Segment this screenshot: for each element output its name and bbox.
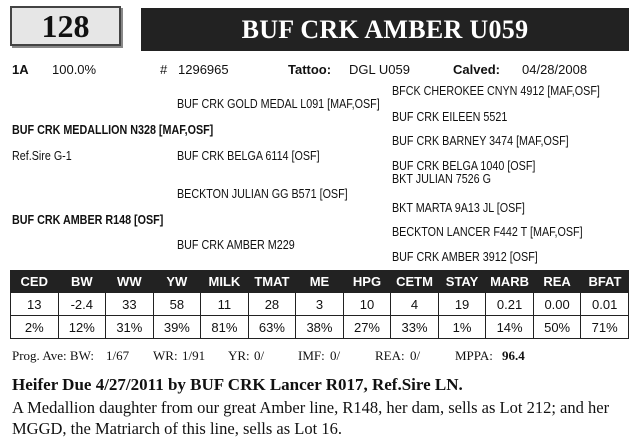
lot-number: 128	[41, 7, 90, 44]
epd-values-row: 13 -2.4 33 58 11 28 3 10 4 19 0.21 0.00 …	[10, 292, 629, 316]
prog-yr-label: YR:	[228, 348, 250, 363]
epd-percentile: 2%	[10, 315, 59, 339]
breed-code: 1A	[12, 62, 29, 77]
prog-imf: 0/	[330, 348, 341, 363]
pedigree-dam: BUF CRK AMBER R148 [OSF]	[12, 213, 164, 227]
tattoo-label: Tattoo:	[288, 62, 332, 77]
epd-value: 0.00	[532, 292, 582, 316]
epd-header: BW	[57, 270, 106, 293]
epd-percentile: 81%	[200, 315, 249, 339]
epd-value: 28	[247, 292, 297, 316]
epd-header: STAY	[437, 270, 486, 293]
epd-value: 10	[342, 292, 392, 316]
prog-bw-label: Prog. Ave: BW:	[12, 348, 94, 363]
epd-percentile: 50%	[532, 315, 582, 339]
percent: 100.0%	[52, 62, 97, 77]
epd-table: CED BW WW YW MILK TMAT ME HPG CETM STAY …	[10, 270, 629, 339]
epd-value: 33	[105, 292, 154, 316]
prog-imf-label: IMF:	[298, 348, 325, 363]
epd-value: 4	[390, 292, 439, 316]
pedigree-sire-sire: BUF CRK GOLD MEDAL L091 [MAF,OSF]	[177, 97, 380, 111]
pedigree-sire-dam: BUF CRK BELGA 6114 [OSF]	[177, 149, 320, 163]
epd-header: MARB	[485, 270, 534, 293]
prog-rea-label: REA:	[375, 348, 405, 363]
pedigree-dam-sire: BECKTON JULIAN GG B571 [OSF]	[177, 187, 348, 201]
animal-name-bar: BUF CRK AMBER U059	[141, 8, 629, 51]
epd-percentile: 27%	[342, 315, 392, 339]
prog-rea: 0/	[410, 348, 421, 363]
lot-description: A Medallion daughter from our great Ambe…	[12, 398, 610, 438]
epd-header: TMAT	[247, 270, 296, 293]
epd-value: 13	[10, 292, 59, 316]
epd-percentile: 12%	[57, 315, 107, 339]
pedigree-dss: BKT JULIAN 7526 G	[392, 172, 491, 186]
epd-header: HPG	[342, 270, 391, 293]
epd-header: CED	[10, 270, 59, 293]
epd-header: YW	[152, 270, 201, 293]
epd-header: MILK	[200, 270, 249, 293]
epd-value: 3	[295, 292, 344, 316]
due-line: Heifer Due 4/27/2011 by BUF CRK Lancer R…	[12, 375, 463, 394]
epd-percentile: 14%	[485, 315, 534, 339]
prog-wr-label: WR:	[153, 348, 178, 363]
epd-header: WW	[105, 270, 154, 293]
calved-date: 04/28/2008	[522, 62, 588, 77]
pedigree-sss: BFCK CHEROKEE CNYN 4912 [MAF,OSF]	[392, 84, 600, 98]
prog-mppa-label: MPPA:	[455, 348, 493, 363]
pedigree-dsd: BKT MARTA 9A13 JL [OSF]	[392, 201, 525, 215]
epd-percentile: 38%	[295, 315, 344, 339]
tattoo: DGL U059	[349, 62, 410, 77]
prog-mppa: 96.4	[502, 348, 525, 363]
epd-percentile: 71%	[580, 315, 629, 339]
epd-header: CETM	[390, 270, 439, 293]
pedigree-dds: BECKTON LANCER F442 T [MAF,OSF]	[392, 225, 583, 239]
epd-percentile: 39%	[152, 315, 202, 339]
pedigree-sds: BUF CRK BARNEY 3474 [MAF,OSF]	[392, 134, 569, 148]
epd-value: 58	[152, 292, 202, 316]
pedigree-sire: BUF CRK MEDALLION N328 [MAF,OSF]	[12, 123, 214, 137]
ref-sire: Ref.Sire G-1	[12, 149, 72, 163]
pedigree-sdd: BUF CRK BELGA 1040 [OSF]	[392, 159, 536, 173]
epd-header: ME	[295, 270, 344, 293]
pedigree-ssd: BUF CRK EILEEN 5521	[392, 110, 508, 124]
epd-percentile: 31%	[105, 315, 154, 339]
prog-bw: 1/67	[106, 348, 130, 363]
pedigree-dam-dam: BUF CRK AMBER M229	[177, 238, 295, 252]
epd-header-row: CED BW WW YW MILK TMAT ME HPG CETM STAY …	[10, 270, 629, 293]
calved-label: Calved:	[453, 62, 500, 77]
epd-percentile-row: 2% 12% 31% 39% 81% 63% 38% 27% 33% 1% 14…	[10, 315, 629, 339]
epd-value: 0.01	[580, 292, 629, 316]
lot-number-box: 128	[10, 6, 121, 46]
reg-label: #	[160, 62, 168, 77]
epd-header: BFAT	[580, 270, 629, 293]
prog-yr: 0/	[254, 348, 265, 363]
epd-percentile: 33%	[390, 315, 439, 339]
pedigree-ddd: BUF CRK AMBER 3912 [OSF]	[392, 250, 538, 264]
epd-value: 0.21	[485, 292, 534, 316]
epd-percentile: 63%	[247, 315, 297, 339]
epd-value: 19	[437, 292, 487, 316]
epd-value: -2.4	[57, 292, 107, 316]
reg-number: 1296965	[178, 62, 229, 77]
epd-percentile: 1%	[437, 315, 487, 339]
epd-value: 11	[200, 292, 249, 316]
prog-wr: 1/91	[182, 348, 206, 363]
epd-header: REA	[532, 270, 581, 293]
animal-name: BUF CRK AMBER U059	[241, 14, 529, 44]
